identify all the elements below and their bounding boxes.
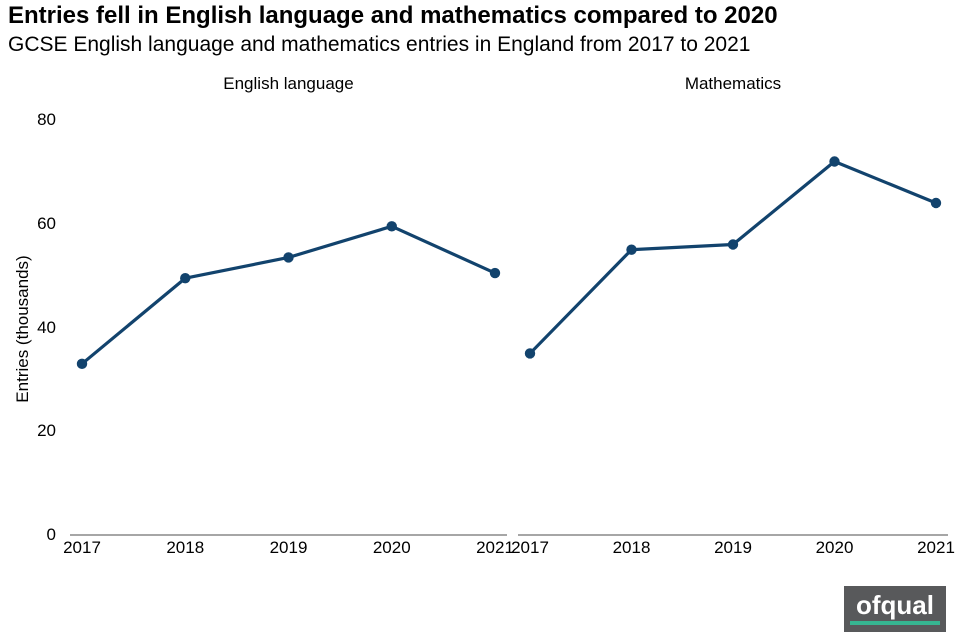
x-tick-label: 2020 [372,538,411,557]
x-axis-tick-labels: 2017 2018 2019 2020 2021 [511,538,955,560]
x-tick-label: 2018 [612,538,651,557]
panel-mathematics: 2017 2018 2019 2020 2021 [511,100,955,570]
panel-title-english-language: English language [223,74,354,93]
x-tick-label: 2017 [63,538,101,557]
line-chart-mathematics [518,156,948,536]
chart-title: Entries fell in English language and mat… [8,2,778,29]
ofqual-logo: ofqual [844,586,946,632]
x-tick-label: 2018 [166,538,205,557]
y-axis-tick-labels: 0 20 40 60 80 [14,100,60,550]
line-chart-english-language [70,221,507,536]
ofqual-logo-text: ofqual [856,590,934,620]
x-tick-label: 2017 [511,538,549,557]
y-tick-label: 60 [37,213,56,233]
x-tick-label: 2019 [714,538,752,557]
x-tick-label: 2019 [269,538,308,557]
y-tick-label: 80 [37,110,56,129]
y-tick-label: 0 [46,525,56,544]
x-tick-label: 2021 [917,538,955,557]
x-tick-label: 2020 [815,538,854,557]
x-axis-tick-labels: 2017 2018 2019 2020 2021 [63,538,514,560]
chart-subtitle: GCSE English language and mathematics en… [8,33,751,56]
ofqual-logo-accent-bar [850,621,940,625]
x-tick-label: 2021 [476,538,514,557]
panel-title-mathematics: Mathematics [684,74,782,93]
y-tick-label: 40 [37,317,56,337]
y-tick-label: 20 [37,421,56,441]
panel-english-language: 2017 2018 2019 2020 2021 [63,100,514,570]
